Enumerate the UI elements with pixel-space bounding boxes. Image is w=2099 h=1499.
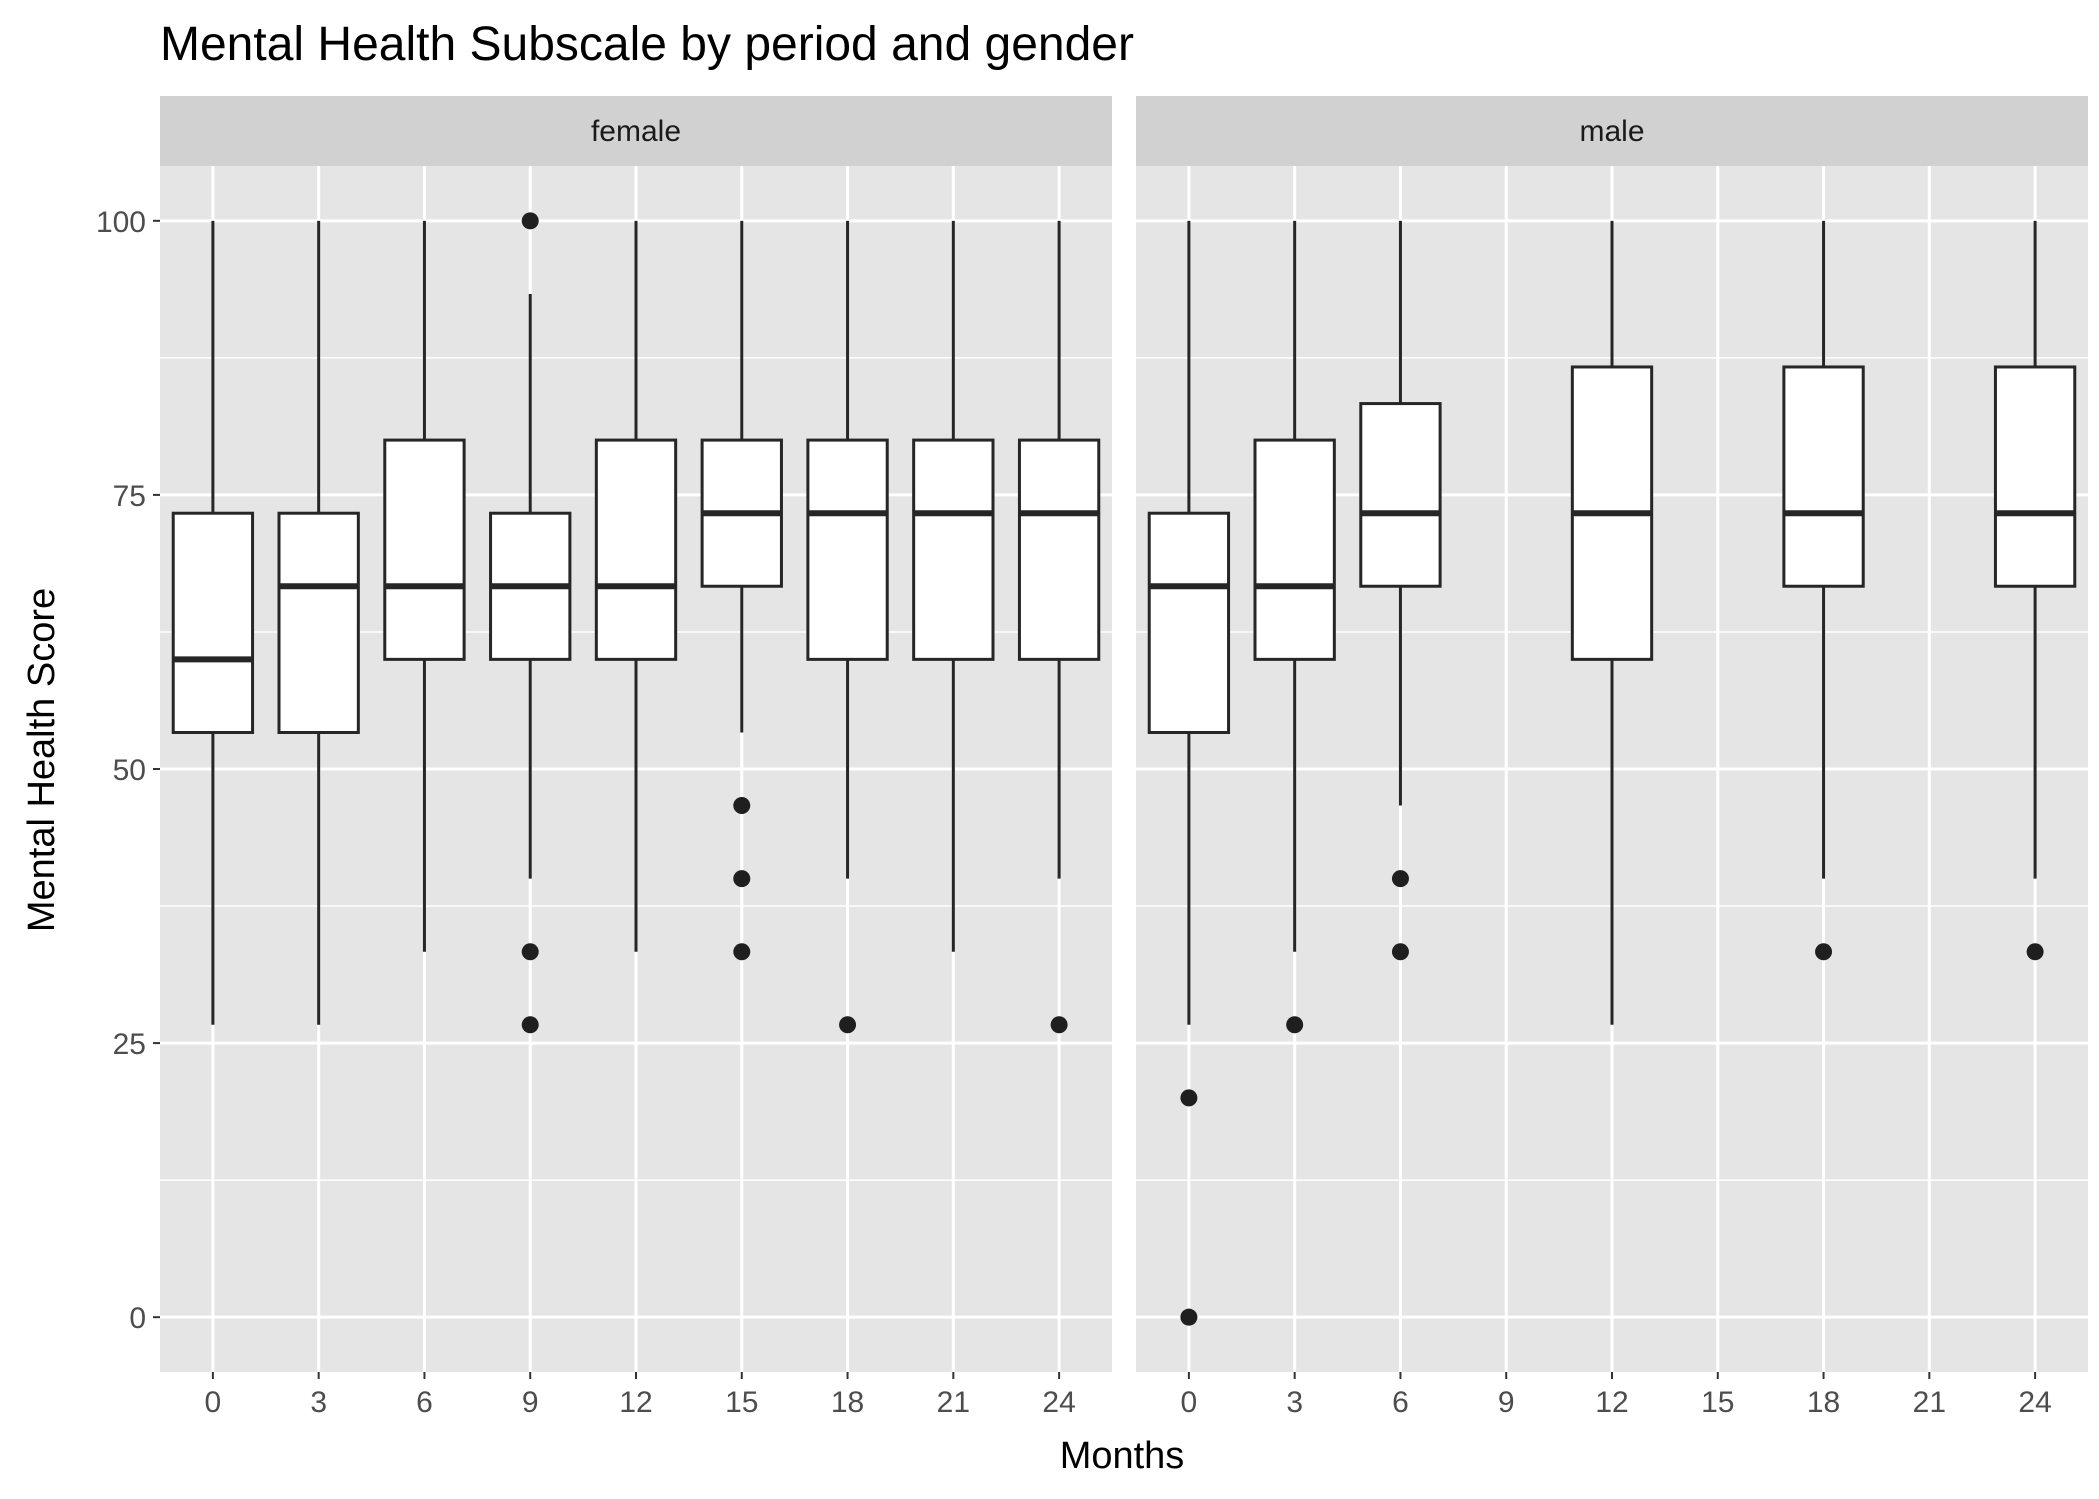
box-male-0 — [1147, 220, 1231, 1326]
x-tick-label: 6 — [416, 1386, 433, 1419]
y-tick-label: 0 — [129, 1302, 146, 1335]
x-tick-label: 24 — [2018, 1386, 2051, 1419]
box-male-12 — [1570, 220, 1654, 1025]
outlier-point — [1391, 943, 1409, 961]
x-tick-label: 6 — [1392, 1386, 1409, 1419]
iqr-box — [1147, 511, 1231, 734]
y-axis: 0 25 50 75 100 — [96, 206, 160, 1335]
outlier-point — [521, 1016, 539, 1034]
iqr-box — [1359, 402, 1442, 588]
x-tick-label: 18 — [831, 1386, 864, 1419]
facet-strip — [160, 96, 1112, 166]
iqr-box — [1782, 365, 1865, 588]
box-female-9 — [489, 212, 572, 1034]
outlier-point — [1286, 1016, 1304, 1034]
iqr-box — [383, 438, 466, 661]
facet-panel-male: male 0 3 6 9 12 15 18 21 24 — [1136, 96, 2088, 1419]
y-axis-title: Mental Health Score — [21, 588, 63, 932]
outlier-point — [1050, 1016, 1068, 1034]
x-tick-label: 15 — [725, 1386, 758, 1419]
box-female-21 — [912, 220, 995, 952]
x-tick-label: 12 — [1595, 1386, 1628, 1419]
outlier-point — [1391, 870, 1409, 888]
box-male-18 — [1782, 220, 1865, 961]
x-tick-label: 21 — [937, 1386, 970, 1419]
outlier-point — [521, 943, 539, 961]
facet-panels: female 0 3 6 9 12 15 18 21 24 male 0 3 6 9 12 15 18 21 24 — [160, 96, 2088, 1419]
box-male-6 — [1359, 220, 1442, 961]
chart-title: Mental Health Subscale by period and gen… — [160, 18, 1134, 71]
iqr-box — [171, 511, 255, 734]
box-female-0 — [171, 220, 255, 1025]
x-tick-label: 15 — [1701, 1386, 1734, 1419]
iqr-box — [806, 438, 889, 661]
facet-strip-label: female — [591, 115, 681, 148]
y-tick-label: 50 — [113, 754, 146, 787]
facet-strip-label: male — [1579, 115, 1644, 148]
box-male-24 — [1993, 220, 2077, 961]
outlier-point — [2026, 943, 2044, 961]
outlier-point — [1815, 943, 1833, 961]
iqr-box — [594, 438, 678, 661]
iqr-box — [912, 438, 995, 661]
x-tick-label: 24 — [1042, 1386, 1075, 1419]
x-tick-label: 21 — [1913, 1386, 1946, 1419]
x-axis-title: Months — [1060, 1435, 1185, 1477]
iqr-box — [1253, 438, 1336, 661]
iqr-box — [1993, 365, 2077, 588]
facet-panel-female: female 0 3 6 9 12 15 18 21 24 — [160, 96, 1112, 1419]
box-female-18 — [806, 220, 889, 1034]
box-female-24 — [1017, 220, 1101, 1034]
x-tick-label: 3 — [1286, 1386, 1303, 1419]
box-female-15 — [700, 220, 783, 961]
facet-strip — [1136, 96, 2088, 166]
iqr-box — [1017, 438, 1101, 661]
outlier-point — [1180, 1308, 1198, 1326]
box-female-12 — [594, 220, 678, 952]
box-female-3 — [277, 220, 360, 1025]
outlier-point — [733, 797, 751, 815]
x-tick-label: 12 — [619, 1386, 652, 1419]
y-tick-label: 25 — [113, 1028, 146, 1061]
box-female-6 — [383, 220, 466, 952]
outlier-point — [733, 943, 751, 961]
outlier-point — [839, 1016, 857, 1034]
box-male-3 — [1253, 220, 1336, 1034]
x-tick-label: 18 — [1807, 1386, 1840, 1419]
iqr-box — [277, 511, 360, 734]
x-tick-label: 3 — [310, 1386, 327, 1419]
x-tick-label: 0 — [205, 1386, 222, 1419]
x-tick-label: 9 — [522, 1386, 539, 1419]
outlier-point — [733, 870, 751, 888]
x-tick-label: 0 — [1181, 1386, 1198, 1419]
outlier-point — [521, 212, 539, 230]
outlier-point — [1180, 1089, 1198, 1107]
x-tick-label: 9 — [1498, 1386, 1515, 1419]
y-tick-label: 75 — [113, 480, 146, 513]
y-tick-label: 100 — [96, 206, 146, 239]
